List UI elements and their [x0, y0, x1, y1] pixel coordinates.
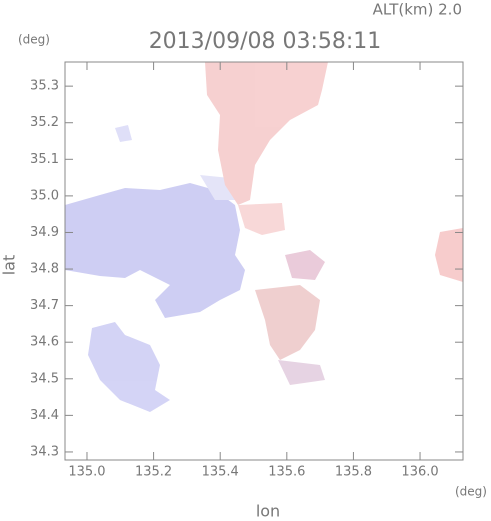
x-tick-label: 135.2	[135, 465, 172, 480]
chart-title: 2013/09/08 03:58:11	[149, 29, 382, 54]
x-unit: (deg)	[455, 485, 487, 499]
y-tick-label: 34.8	[30, 262, 59, 277]
y-axis-label: lat	[0, 255, 19, 276]
echo-red	[205, 62, 328, 205]
echo-blue	[115, 125, 132, 142]
y-tick-label: 34.7	[30, 298, 59, 313]
x-tick-label: 135.0	[68, 465, 105, 480]
y-tick-label: 34.3	[30, 444, 59, 459]
radar-echo	[65, 62, 463, 412]
x-tick-label: 135.4	[202, 465, 239, 480]
y-unit: (deg)	[18, 33, 50, 47]
y-tick-label: 34.5	[30, 371, 59, 386]
x-axis-label: lon	[256, 502, 280, 521]
y-tick-label: 35.2	[30, 115, 59, 130]
y-tick-label: 34.6	[30, 335, 59, 350]
y-tick-label: 34.4	[30, 408, 59, 423]
echo-red	[238, 203, 285, 235]
x-tick-label: 135.6	[268, 465, 305, 480]
echo-mixed	[255, 285, 320, 360]
subtitle: ALT(km) 2.0	[373, 1, 462, 19]
echo-red	[435, 228, 463, 282]
echo-blue	[88, 322, 170, 412]
x-tick-label: 135.8	[335, 465, 372, 480]
y-tick-label: 35.1	[30, 152, 59, 167]
echo-mixed	[285, 250, 325, 280]
x-tick-label: 136.0	[401, 465, 438, 480]
echo-mixed	[278, 360, 325, 385]
y-tick-label: 35.3	[30, 79, 59, 94]
plot-frame	[64, 61, 464, 461]
echo-blue	[65, 183, 245, 318]
y-tick-label: 34.9	[30, 225, 59, 240]
y-tick-label: 35.0	[30, 188, 59, 203]
